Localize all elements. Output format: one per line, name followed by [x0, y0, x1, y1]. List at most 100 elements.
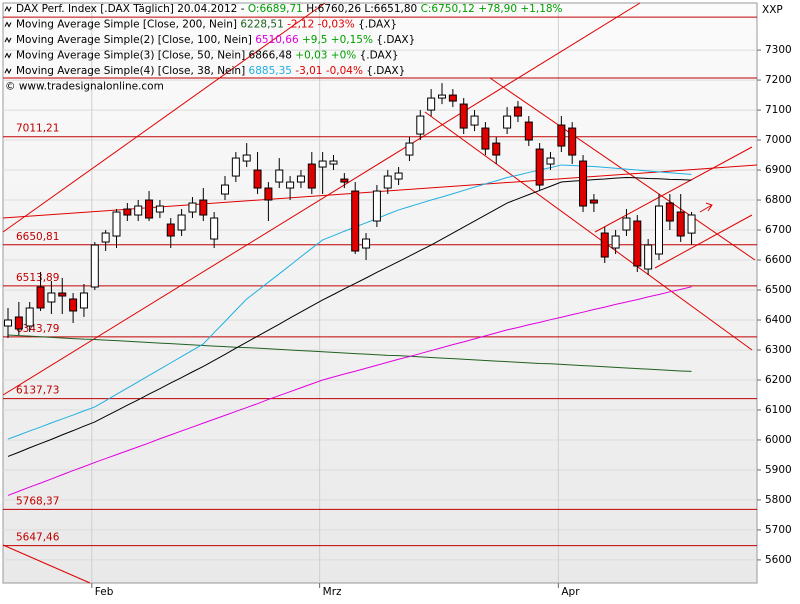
- candle-body: [557, 124, 566, 147]
- legend-icon: [4, 52, 12, 59]
- candle-body: [372, 190, 381, 222]
- candle-body: [633, 220, 642, 267]
- candle-body: [155, 205, 164, 213]
- candle-body: [351, 190, 360, 252]
- candle-body: [199, 199, 208, 216]
- candle-body: [448, 94, 457, 102]
- legend-text: H:6760,26 L:6651,80: [303, 3, 421, 15]
- y-tick-label: 7000: [765, 134, 792, 146]
- candle-body: [405, 142, 414, 156]
- legend-text: {.DAX}: [360, 50, 399, 62]
- legend-icon: [4, 67, 12, 75]
- candle-body: [589, 199, 598, 204]
- candle-body: [101, 232, 110, 243]
- candle-body: [513, 106, 522, 117]
- legend-text: -3,01 -0,04%: [292, 65, 366, 77]
- legend-text: Moving Average Simple [Close, 200, Nein]: [16, 19, 240, 31]
- plot-area: [2, 2, 758, 584]
- candle-body: [438, 94, 446, 99]
- candle-body: [242, 154, 251, 162]
- level-label: 5647,46: [16, 532, 60, 544]
- y-tick-label: 7300: [765, 44, 792, 56]
- legend-text: {.DAX}: [366, 65, 405, 77]
- candle-body: [535, 148, 544, 186]
- candle-body: [579, 160, 588, 207]
- candle-body: [524, 121, 533, 141]
- candle-body: [123, 208, 132, 216]
- candle-body: [329, 160, 338, 165]
- moving-average: [7, 164, 692, 440]
- y-tick-label: 7200: [765, 74, 792, 86]
- legend-text: 6510,66: [255, 34, 299, 46]
- candle-body: [307, 163, 316, 189]
- candle-body: [296, 175, 305, 183]
- candle-body: [166, 223, 175, 237]
- legend-text: O:6689,71: [248, 3, 303, 15]
- y-tick-label: 6200: [765, 374, 792, 386]
- y-tick-label: 6400: [765, 314, 792, 326]
- candle-body: [470, 115, 479, 126]
- legend-text: {.DAX}: [376, 34, 415, 46]
- level-label: 6513,89: [16, 272, 59, 284]
- y-tick-label: 5900: [765, 464, 792, 476]
- candle-body: [427, 97, 436, 111]
- candle-body: [687, 214, 696, 234]
- candle-body: [676, 211, 685, 237]
- candle-body: [416, 115, 425, 135]
- legend-icon: [4, 36, 12, 44]
- candle-body: [210, 217, 219, 240]
- y-tick-label: 6800: [765, 194, 792, 206]
- y-tick-label: 6300: [765, 344, 792, 356]
- candle-body: [253, 169, 262, 189]
- candle-body: [600, 232, 609, 258]
- candle-body: [112, 211, 121, 237]
- legend-text: C:6750,12 +78,90 +1,18%: [421, 3, 563, 15]
- candle-body: [145, 199, 154, 219]
- x-tick-label: Apr: [561, 586, 580, 598]
- y-tick-label: 6500: [765, 284, 792, 296]
- candle-body: [134, 205, 143, 216]
- copyright: © www.tradesignalonline.com: [5, 81, 164, 93]
- x-tick-label: Feb: [95, 586, 114, 598]
- candle-body: [611, 235, 620, 249]
- level-label: 7011,21: [16, 123, 59, 135]
- legend-text: +9,5 +0,15%: [299, 34, 377, 46]
- candle-body: [69, 298, 78, 312]
- legend-entry: Moving Average Simple(3) [Close, 50, Nei…: [16, 50, 399, 62]
- legend-text: +0,03 +0%: [292, 50, 360, 62]
- candle-body: [622, 217, 631, 231]
- candle-body: [264, 187, 273, 201]
- candle-body: [492, 142, 501, 156]
- candle-body: [221, 184, 229, 195]
- candle-body: [644, 244, 653, 270]
- candle-body: [25, 307, 34, 327]
- candle-body: [79, 292, 88, 309]
- candle-body: [231, 157, 240, 177]
- legend-icon: [4, 5, 12, 13]
- moving-average: [7, 334, 692, 372]
- candle-body: [503, 115, 512, 129]
- y-tick-label: 6600: [765, 254, 792, 266]
- level-label: 6137,73: [16, 385, 59, 397]
- legend-entry: Moving Average Simple(4) [Close, 38, Nei…: [16, 65, 405, 77]
- legend-text: -2,12 -0,03%: [284, 19, 358, 31]
- y-tick-label: 6900: [765, 164, 792, 176]
- candle-body: [286, 181, 295, 189]
- candle-body: [177, 214, 186, 231]
- legend-entry: DAX Perf. Index [.DAX Täglich] 20.04.201…: [16, 3, 563, 15]
- level-label: 5768,37: [16, 495, 59, 507]
- y-tick-label: 6700: [765, 224, 792, 236]
- candle-body: [4, 319, 12, 327]
- legend-entry: Moving Average Simple [Close, 200, Nein]…: [16, 19, 397, 31]
- candle-body: [459, 103, 468, 129]
- y-tick-label: 5800: [765, 494, 792, 506]
- candle-body: [568, 127, 577, 156]
- candle-body: [188, 202, 197, 213]
- level-label: 6650,81: [16, 231, 59, 243]
- candle-body: [90, 244, 99, 288]
- axis-label: XXP: [762, 4, 783, 16]
- candle-body: [394, 172, 403, 180]
- legend-text: 6866,48: [249, 50, 292, 62]
- x-tick-label: Mrz: [323, 586, 342, 598]
- candle-body: [655, 205, 663, 255]
